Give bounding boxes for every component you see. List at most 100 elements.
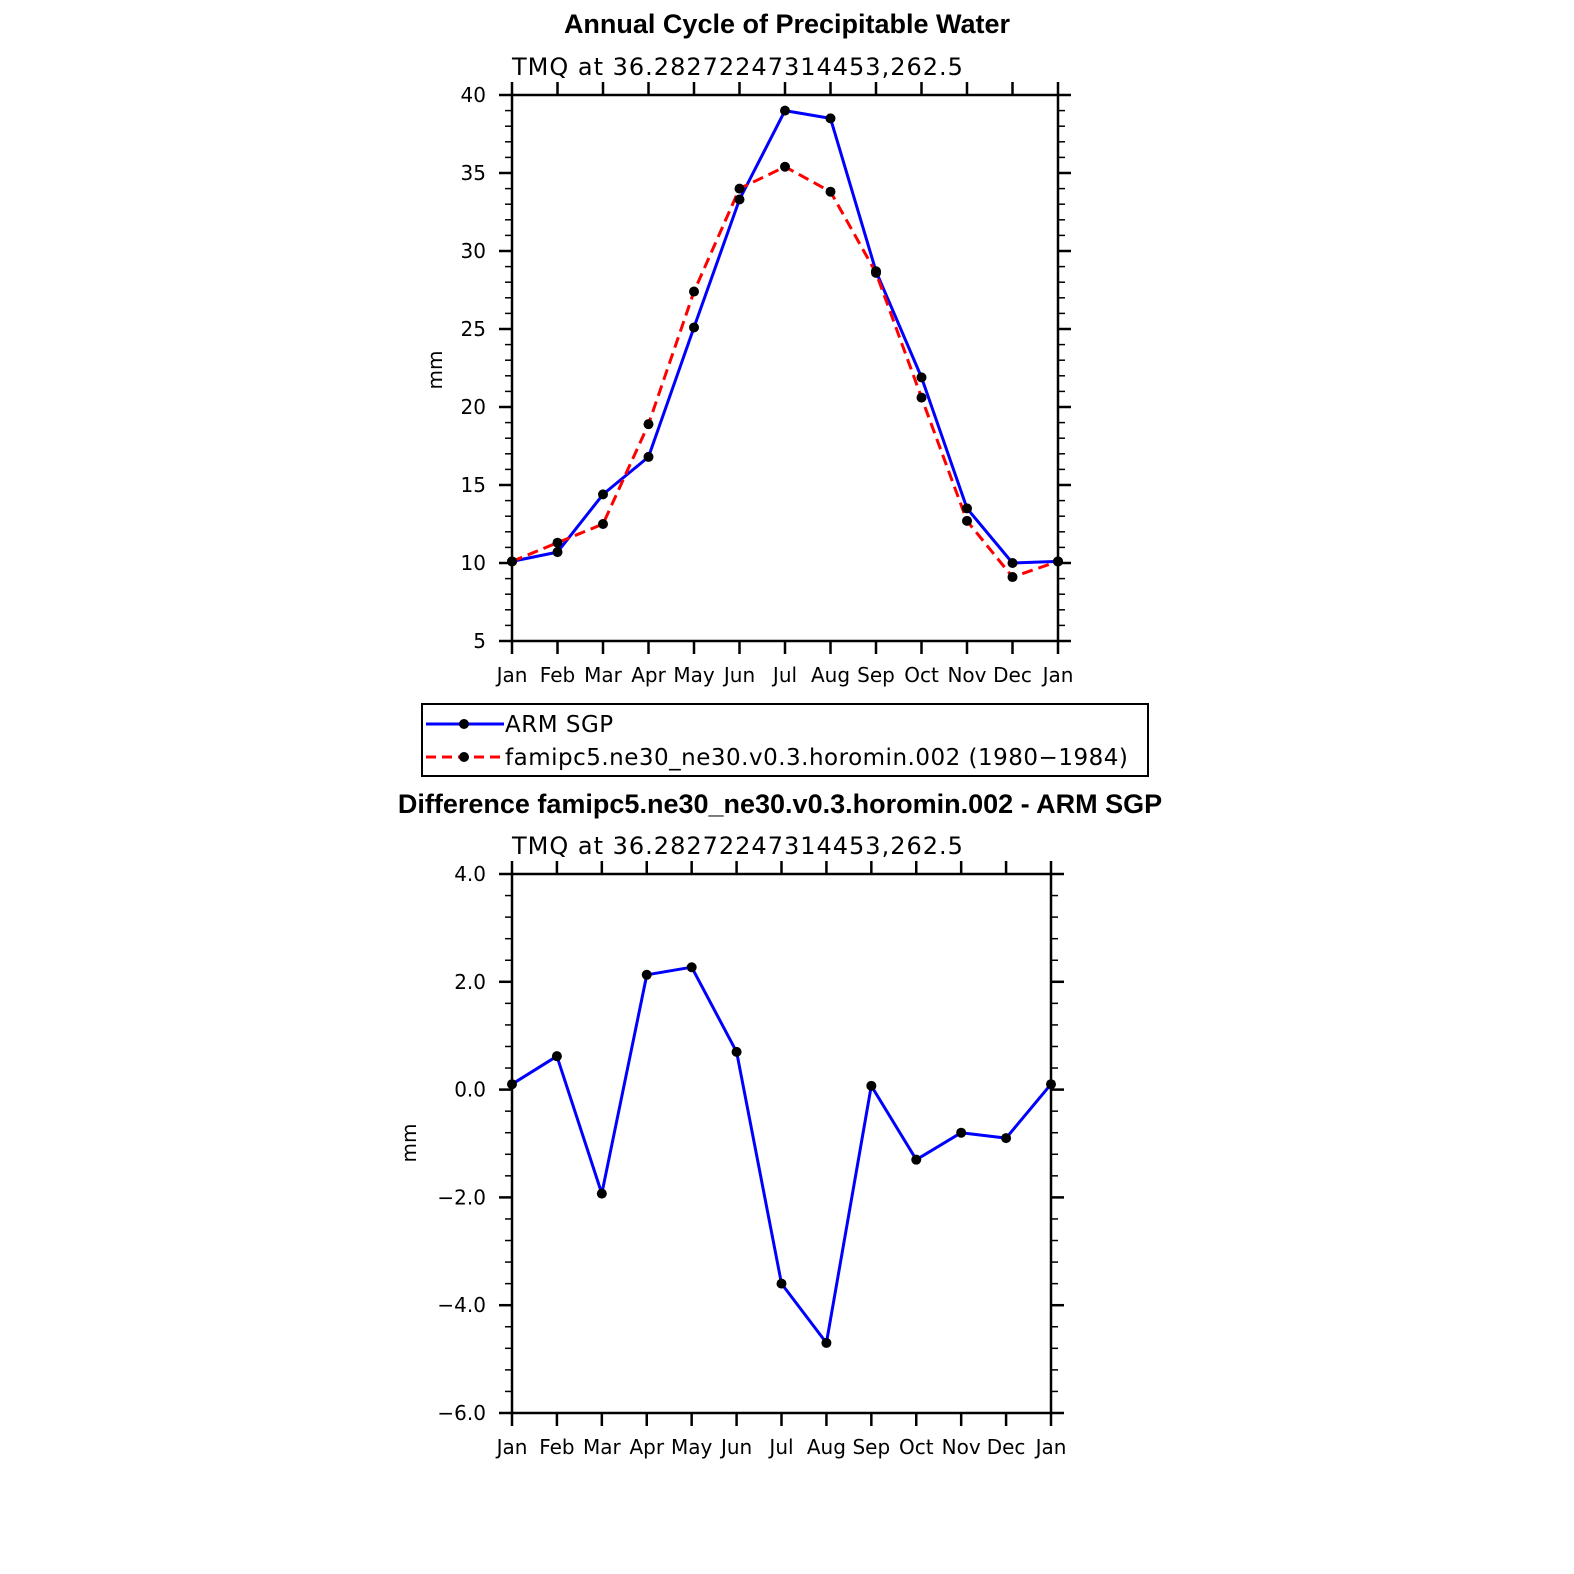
x-tick-label: Dec xyxy=(987,1435,1026,1459)
axes-ticks xyxy=(499,861,1064,1426)
plot-frame xyxy=(510,93,1060,643)
legend-marker-arm xyxy=(459,719,469,729)
legend-label-arm: ARM SGP xyxy=(505,712,614,738)
x-tick-label: Apr xyxy=(631,663,666,687)
y-tick-label: 30 xyxy=(461,239,486,263)
data-point xyxy=(507,1079,517,1090)
x-tick-label: May xyxy=(673,663,715,687)
plot-frame xyxy=(510,872,1053,1415)
y-tick-label: 15 xyxy=(461,473,486,497)
data-point xyxy=(871,267,881,278)
x-tick-label: Jan xyxy=(495,1435,528,1459)
x-tick-label: Dec xyxy=(993,663,1032,687)
x-tick-label: Jan xyxy=(1041,663,1074,687)
y-tick-label: 20 xyxy=(461,395,486,419)
data-point xyxy=(596,1188,607,1199)
legend-box xyxy=(421,703,1149,777)
y-tick-label: 25 xyxy=(461,317,486,341)
x-tick-label: Nov xyxy=(942,1435,981,1459)
legend-marker-model xyxy=(459,752,469,762)
data-point xyxy=(734,183,745,194)
series-group xyxy=(507,962,1056,1348)
series-group xyxy=(507,105,1063,583)
x-tick-label: Jan xyxy=(495,663,528,687)
x-tick-labels: Jan Feb Mar Apr May Jun Jul Aug Sep Oct Nov Dec Jan xyxy=(495,663,1074,687)
x-tick-label: Apr xyxy=(629,1435,664,1459)
x-tick-label: Jan xyxy=(1034,1435,1067,1459)
chart-title: Difference famipc5.ne30_ne30.v0.3.horomi… xyxy=(398,789,1162,819)
y-tick-label: 35 xyxy=(461,161,486,185)
y-tick-label: 0.0 xyxy=(454,1078,486,1102)
x-tick-label: Sep xyxy=(852,1435,890,1459)
data-point xyxy=(1007,558,1018,568)
data-point xyxy=(776,1278,787,1289)
data-point xyxy=(641,969,652,980)
data-point xyxy=(1001,1133,1012,1144)
y-tick-label: 2.0 xyxy=(454,970,486,994)
x-tick-label: Nov xyxy=(947,663,986,687)
data-point xyxy=(643,451,654,462)
y-tick-label: 4.0 xyxy=(454,862,486,886)
data-point xyxy=(643,419,654,430)
x-tick-label: Aug xyxy=(811,663,850,687)
data-point xyxy=(1046,1079,1056,1090)
data-point xyxy=(866,1080,877,1091)
data-point xyxy=(825,113,836,124)
x-tick-label: Feb xyxy=(540,663,575,687)
y-tick-label: 10 xyxy=(461,551,486,575)
series-line-0 xyxy=(511,109,1059,565)
y-tick-labels: −6.0 −4.0 −2.0 0.0 2.0 4.0 xyxy=(437,862,486,1425)
data-point xyxy=(598,519,608,529)
data-point xyxy=(552,537,563,548)
x-tick-label: Mar xyxy=(583,1435,622,1459)
y-tick-labels: 5 10 15 20 25 30 35 40 xyxy=(461,83,486,653)
y-tick-label: 40 xyxy=(461,83,486,107)
y-axis-label: mm xyxy=(423,351,447,390)
x-tick-label: Oct xyxy=(904,663,939,687)
chart-subtitle: TMQ at 36.28272247314453,262.5 xyxy=(511,832,964,860)
data-point xyxy=(507,556,517,567)
x-tick-label: Oct xyxy=(899,1435,934,1459)
data-point xyxy=(551,1051,562,1062)
x-tick-label: Feb xyxy=(539,1435,574,1459)
data-point xyxy=(552,547,563,558)
x-tick-label: May xyxy=(671,1435,713,1459)
data-point xyxy=(780,105,790,116)
x-tick-labels: Jan Feb Mar Apr May Jun Jul Aug Sep Oct Nov Dec Jan xyxy=(495,1435,1067,1459)
data-point xyxy=(598,489,608,500)
x-tick-label: Aug xyxy=(807,1435,846,1459)
data-point xyxy=(780,161,790,172)
x-tick-label: Jul xyxy=(771,663,797,687)
data-point xyxy=(916,392,927,403)
legend: ARM SGP famipc5.ne30_ne30.v0.3.horomin.0… xyxy=(421,703,1149,777)
data-point xyxy=(689,286,699,297)
y-axis-label: mm xyxy=(397,1124,421,1163)
data-point xyxy=(962,515,972,526)
data-point xyxy=(1007,572,1018,583)
legend-label-model: famipc5.ne30_ne30.v0.3.horomin.002 (1980… xyxy=(505,745,1128,771)
data-point xyxy=(731,1046,742,1057)
y-tick-label: 5 xyxy=(473,629,486,653)
data-point xyxy=(689,322,699,333)
y-tick-label: −2.0 xyxy=(437,1185,486,1209)
x-tick-label: Jun xyxy=(722,663,755,687)
data-point xyxy=(956,1127,967,1138)
data-point xyxy=(821,1337,832,1348)
data-point xyxy=(916,372,927,383)
axes-ticks xyxy=(499,82,1071,654)
series-line-1 xyxy=(511,165,1059,579)
data-point xyxy=(686,962,697,973)
x-tick-label: Jun xyxy=(719,1435,752,1459)
y-tick-label: −6.0 xyxy=(437,1401,486,1425)
data-point xyxy=(962,503,972,514)
chart-subtitle: TMQ at 36.28272247314453,262.5 xyxy=(511,53,964,81)
y-tick-label: −4.0 xyxy=(437,1293,486,1317)
data-point xyxy=(1053,556,1063,567)
chart-title: Annual Cycle of Precipitable Water xyxy=(564,9,1011,39)
x-tick-label: Sep xyxy=(857,663,895,687)
x-tick-label: Jul xyxy=(767,1435,793,1459)
annual-cycle-panel: Annual Cycle of Precipitable Water TMQ a… xyxy=(423,9,1073,687)
data-point xyxy=(825,186,836,197)
data-point xyxy=(911,1154,922,1165)
